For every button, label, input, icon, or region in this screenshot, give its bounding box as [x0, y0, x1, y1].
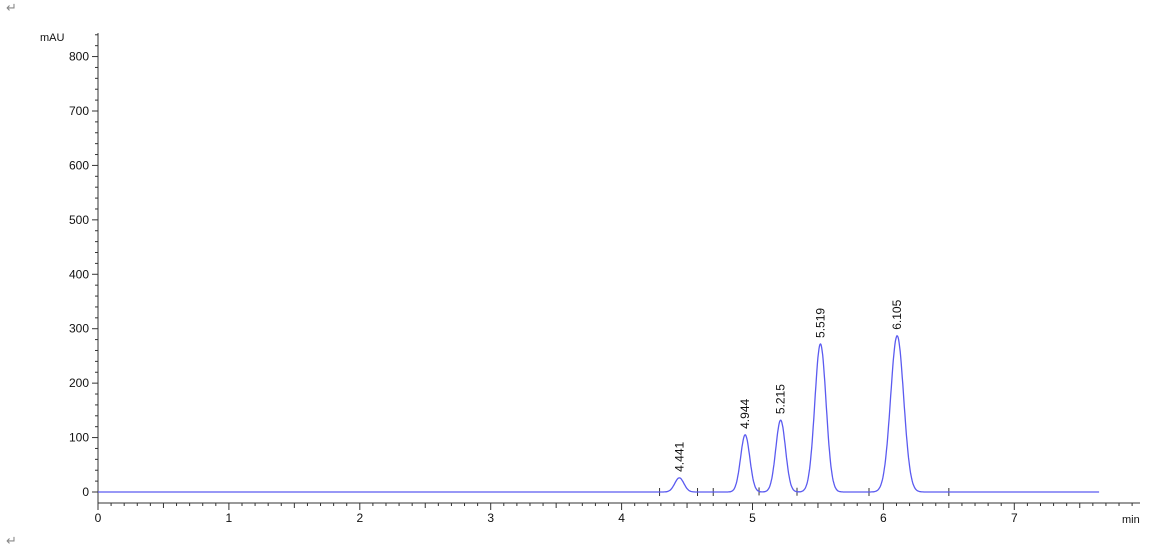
chromatogram-trace: [98, 334, 1100, 493]
y-tick-label: 800: [69, 50, 89, 64]
peak-label: 5.215: [774, 384, 788, 414]
y-tick-label: 400: [69, 267, 89, 281]
x-tick-label: 0: [95, 511, 102, 525]
x-tick-label: 3: [487, 511, 494, 525]
y-axis-label: mAU: [40, 32, 65, 44]
x-tick-label: 5: [749, 511, 756, 525]
y-tick-label: 200: [69, 376, 89, 390]
x-tick-label: 4: [618, 511, 625, 525]
y-tick-label: 500: [69, 213, 89, 227]
y-tick-label: 300: [69, 322, 89, 336]
peak-labels: 4.441 4.944 5.215 5.519 6.105: [672, 299, 904, 471]
x-tick-label: 1: [226, 511, 233, 525]
y-tick-label: 0: [82, 485, 89, 499]
axes: 0 100 200 300 400 500 600 700 800 0 1 2 3 4 5 6 7: [69, 33, 1140, 525]
y-tick-label: 600: [69, 158, 89, 172]
peak-label: 5.519: [813, 308, 827, 338]
y-tick-label: 700: [69, 104, 89, 118]
x-tick-label: 2: [356, 511, 363, 525]
x-axis-label: min: [1122, 514, 1140, 526]
paragraph-mark-top: ↵: [6, 0, 17, 15]
peak-label: 6.105: [890, 299, 904, 329]
x-tick-label: 6: [880, 511, 887, 525]
peak-label: 4.441: [672, 441, 686, 471]
peak-label: 4.944: [738, 398, 752, 428]
paragraph-mark-bottom: ↵: [6, 533, 17, 548]
y-tick-label: 100: [69, 431, 89, 445]
x-tick-label: 7: [1011, 511, 1018, 525]
